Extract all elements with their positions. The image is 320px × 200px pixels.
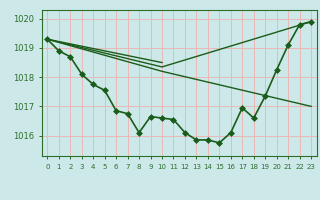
Text: Graphe pression niveau de la mer (hPa): Graphe pression niveau de la mer (hPa)	[48, 184, 272, 194]
